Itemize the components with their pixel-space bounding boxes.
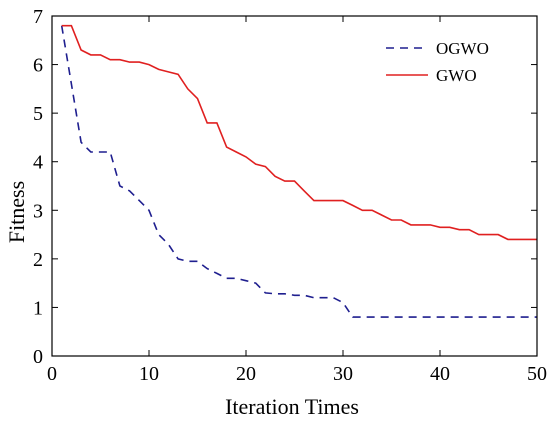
x-tick-label: 0 (47, 363, 57, 385)
y-tick-label: 2 (33, 249, 43, 271)
x-tick-label: 10 (139, 363, 159, 385)
series-line-gwo (61, 24, 537, 241)
legend-label-gwo: GWO (436, 66, 477, 85)
series-line-ogwo (60, 25, 537, 318)
plot-frame (51, 15, 538, 357)
x-axis-title: Iteration Times (225, 394, 359, 419)
plot-area (60, 24, 537, 318)
legend: OGWO GWO (386, 39, 489, 85)
legend-label-ogwo: OGWO (436, 39, 489, 58)
x-tick-label: 40 (430, 363, 450, 385)
y-axis-title: Fitness (4, 181, 29, 243)
x-tick-label: 50 (527, 363, 547, 385)
y-tick-label: 0 (33, 346, 43, 368)
y-tick-label: 1 (33, 297, 43, 319)
x-tick-label: 30 (333, 363, 353, 385)
y-tick-label: 3 (33, 200, 43, 222)
y-tick-label: 7 (33, 6, 43, 28)
y-tick-label: 4 (33, 152, 43, 174)
y-tick-label: 5 (33, 103, 43, 125)
x-tick-label: 20 (236, 363, 256, 385)
axes: 0 10 20 30 40 50 0 1 2 3 4 5 6 7 (33, 6, 547, 385)
y-tick-label: 6 (33, 55, 43, 77)
